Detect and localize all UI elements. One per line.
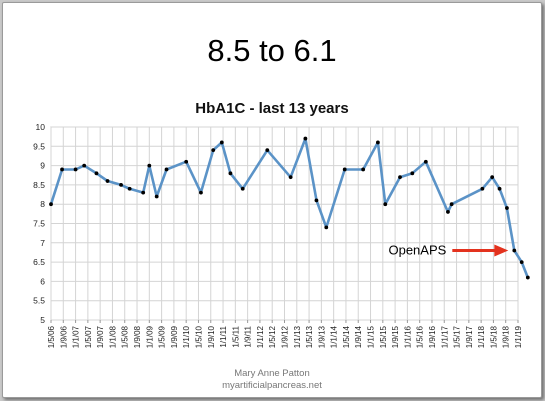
x-tick-label: 1/9/17 (465, 325, 474, 348)
data-point (147, 163, 152, 168)
x-tick-label: 1/9/18 (502, 325, 511, 348)
data-point (73, 167, 78, 172)
x-tick-label: 1/9/16 (428, 325, 437, 348)
x-tick-label: 1/5/07 (84, 325, 93, 348)
x-tick-label: 1/5/06 (47, 325, 56, 348)
annotation-arrow-head (494, 244, 509, 257)
annotation-label: OpenAPS (388, 243, 446, 258)
slide-frame: 8.5 to 6.1 HbA1C - last 13 years 5 5.5 6 6.… (2, 2, 542, 398)
data-point (127, 186, 132, 191)
y-tick-label: 5 (40, 315, 45, 325)
x-tick-label: 1/9/09 (170, 325, 179, 348)
y-tick-label: 6.5 (33, 257, 45, 267)
x-tick-label: 1/9/08 (133, 325, 142, 348)
data-point (105, 179, 110, 183)
data-point (82, 163, 87, 168)
x-tick-label: 1/9/07 (96, 325, 105, 348)
y-tick-label: 10 (36, 122, 46, 132)
data-point (228, 171, 233, 176)
x-tick-label: 1/1/12 (256, 325, 265, 348)
x-tick-label: 1/1/16 (403, 325, 412, 348)
data-point (398, 175, 402, 180)
credit-website: myartificialpancreas.net (222, 380, 322, 391)
y-tick-label: 9.5 (33, 141, 45, 151)
x-tick-label: 1/5/12 (268, 325, 277, 348)
x-tick-label: 1/1/08 (108, 325, 117, 348)
x-tick-label: 1/5/11 (231, 325, 240, 347)
x-tick-label: 1/1/07 (72, 325, 81, 348)
x-tick-label: 1/1/18 (477, 325, 486, 348)
data-point (519, 260, 524, 264)
x-tick-label: 1/1/19 (514, 325, 523, 348)
x-tick-label: 1/9/10 (207, 325, 216, 348)
chart-title: HbA1C - last 13 years (195, 100, 349, 117)
x-tick-label: 1/5/17 (453, 325, 462, 348)
data-point (94, 171, 99, 176)
x-tick-label: 1/5/09 (158, 325, 167, 348)
y-tick-label: 9 (40, 161, 45, 171)
x-tick-label: 1/1/09 (145, 325, 154, 348)
data-point (303, 136, 308, 141)
data-point (449, 202, 454, 207)
data-point (512, 248, 517, 253)
data-point (361, 167, 366, 172)
data-point (446, 210, 450, 214)
data-point (383, 202, 388, 207)
x-tick-label: 1/5/13 (305, 325, 314, 348)
data-point (60, 167, 64, 172)
x-tick-label: 1/9/13 (317, 325, 326, 348)
x-tick-label: 1/5/10 (194, 325, 203, 348)
data-point (265, 148, 270, 153)
x-tick-label: 1/5/16 (416, 325, 425, 348)
x-tick-label: 1/1/15 (367, 325, 376, 348)
data-point (342, 167, 347, 172)
data-point (119, 183, 123, 187)
x-tick-label: 1/9/11 (244, 325, 253, 347)
x-tick-label: 1/1/13 (293, 325, 302, 348)
data-point (497, 186, 502, 191)
x-tick-label: 1/9/06 (59, 325, 68, 348)
data-point (240, 186, 245, 191)
data-point (314, 198, 319, 203)
data-point (219, 140, 224, 145)
y-tick-label: 8.5 (33, 180, 45, 190)
y-tick-label: 8 (40, 199, 45, 209)
x-tick-label: 1/9/14 (354, 325, 363, 348)
data-point (324, 225, 329, 230)
y-tick-label: 5.5 (33, 296, 45, 306)
x-tick-label: 1/1/10 (182, 325, 191, 348)
x-tick-label: 1/9/15 (391, 325, 400, 348)
x-tick-label: 1/5/14 (342, 325, 351, 348)
data-point (410, 171, 415, 176)
data-point (211, 148, 216, 153)
data-point (164, 167, 169, 172)
data-point (184, 159, 189, 164)
x-tick-label: 1/1/14 (330, 325, 339, 348)
data-point (199, 190, 203, 195)
slide-title: 8.5 to 6.1 (207, 33, 337, 68)
hba1c-line-chart: 5 5.5 6 6.5 7 7.5 8 8.5 9 9.5 10 1/5/06 1/9/06 1/1/0… (33, 122, 530, 348)
y-tick-label: 7 (40, 238, 45, 248)
y-tick-label: 6 (40, 276, 45, 286)
x-tick-label: 1/5/08 (121, 325, 130, 348)
x-tick-label: 1/1/17 (440, 325, 449, 348)
data-point (376, 140, 380, 145)
x-tick-label: 1/5/18 (489, 325, 498, 348)
data-point (423, 159, 428, 164)
y-tick-label: 7.5 (33, 219, 45, 229)
credit-name: Mary Anne Patton (234, 368, 310, 379)
data-point (154, 194, 159, 199)
data-point (288, 175, 293, 180)
data-point (525, 275, 530, 280)
data-point (49, 202, 53, 207)
data-point (480, 186, 485, 191)
x-tick-label: 1/5/15 (379, 325, 388, 348)
data-point (141, 190, 146, 195)
x-tick-label: 1/1/11 (219, 325, 228, 347)
data-point (490, 175, 495, 180)
x-tick-label: 1/9/12 (281, 325, 290, 348)
data-point (505, 206, 509, 210)
